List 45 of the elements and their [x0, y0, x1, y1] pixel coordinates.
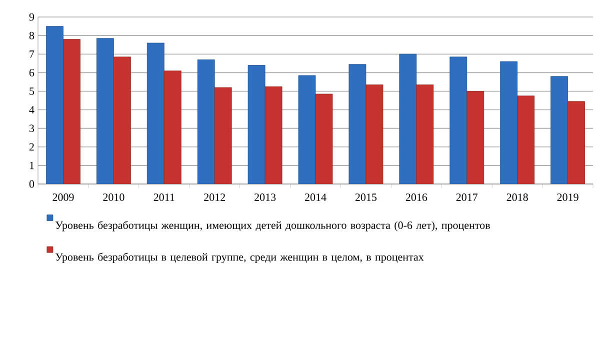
bar — [248, 65, 266, 184]
x-tick-label: 2012 — [204, 194, 225, 201]
bar — [348, 64, 366, 184]
bar — [113, 56, 131, 184]
y-tick-label: 4 — [29, 106, 34, 114]
bar — [315, 94, 333, 184]
x-tick-label: 2019 — [557, 194, 578, 201]
bar — [46, 26, 64, 184]
legend-label: Уровень безработицы в целевой группе, среди женщин в целом, в процентах — [55, 252, 424, 264]
bar — [214, 87, 232, 184]
y-tick-label: 8 — [29, 32, 34, 40]
bar — [146, 42, 164, 184]
bar — [550, 76, 568, 184]
x-tick-label: 2016 — [406, 194, 428, 201]
bar — [399, 54, 417, 184]
bar — [416, 84, 434, 184]
bar — [63, 39, 80, 184]
bar — [517, 96, 535, 184]
y-tick-label: 7 — [30, 50, 34, 58]
x-tick-label: 2017 — [456, 194, 478, 201]
y-tick-label: 5 — [30, 88, 34, 95]
bar — [450, 56, 468, 184]
y-tick-label: 3 — [30, 124, 34, 132]
x-tick-label: 2015 — [355, 194, 377, 201]
bar — [366, 84, 384, 184]
bar — [96, 38, 114, 184]
x-tick-label: 2018 — [506, 194, 528, 201]
y-tick-label: 1 — [30, 162, 34, 170]
x-tick-label: 2011 — [154, 194, 174, 201]
bar — [500, 61, 518, 184]
legend-label: Уровень безработицы женщин, имеющих детей дошкольного возраста (0-6 лет), процентов — [55, 220, 490, 232]
x-tick-label: 2014 — [304, 194, 326, 201]
bar — [164, 70, 182, 184]
bar — [197, 59, 215, 184]
x-tick-label: 2010 — [103, 194, 124, 201]
bar — [264, 86, 282, 184]
bar — [298, 75, 316, 184]
x-tick-label: 2009 — [52, 194, 74, 201]
y-tick-label: 0 — [29, 180, 34, 188]
y-tick-label: 9 — [29, 13, 34, 21]
x-tick-label: 2013 — [254, 194, 276, 201]
bar — [466, 91, 484, 184]
bar — [568, 101, 585, 184]
y-tick-label: 2 — [29, 143, 34, 151]
y-tick-label: 6 — [29, 68, 34, 76]
